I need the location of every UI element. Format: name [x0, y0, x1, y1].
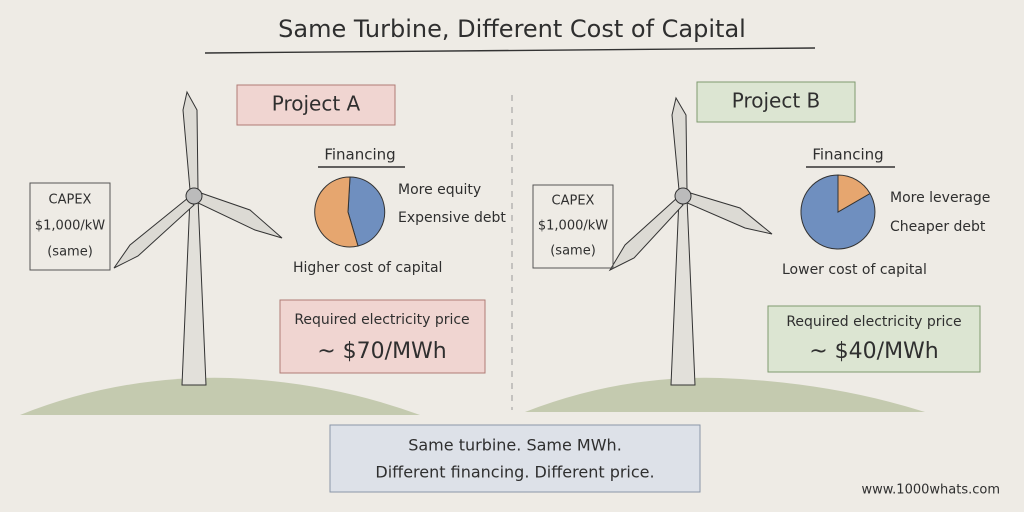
capex-text: CAPEX — [552, 194, 595, 209]
price: ~ $70/MWh — [317, 339, 447, 364]
financing-heading: Financing — [324, 146, 395, 164]
hub — [674, 187, 692, 205]
financing-note: Expensive debt — [398, 210, 506, 226]
pie-equity — [837, 174, 871, 213]
capex-text: (same) — [550, 244, 596, 259]
financing-note: Cheaper debt — [890, 219, 986, 235]
cost-of-capital: Lower cost of capital — [782, 262, 927, 278]
price-label: Required electricity price — [786, 314, 961, 330]
pie-debt — [347, 176, 386, 247]
price-box — [279, 299, 486, 374]
project-label: Project B — [732, 89, 821, 113]
label-box — [236, 84, 396, 126]
financing-note: More equity — [398, 182, 481, 198]
price-label: Required electricity price — [294, 312, 469, 328]
title: Same Turbine, Different Cost of Capital — [278, 15, 746, 43]
project-label: Project A — [272, 92, 361, 116]
pie-equity — [314, 176, 359, 248]
capex-text: (same) — [47, 245, 93, 260]
footer-line: Same turbine. Same MWh. — [408, 436, 622, 455]
financing-heading: Financing — [812, 146, 883, 164]
ground — [525, 377, 925, 412]
footer-box — [329, 424, 701, 493]
title-underline — [204, 47, 816, 54]
capex-text: CAPEX — [49, 193, 92, 208]
capex-text: $1,000/kW — [35, 219, 105, 234]
price: ~ $40/MWh — [809, 339, 939, 364]
project-a: Project A CAPEX $1,000/kW (same) Financi… — [20, 84, 506, 415]
cost-of-capital: Higher cost of capital — [293, 260, 442, 276]
capex-box — [29, 182, 111, 271]
capex-text: $1,000/kW — [538, 219, 608, 234]
label-box — [696, 81, 856, 123]
price-box — [767, 305, 981, 373]
ground — [20, 377, 420, 415]
financing-note: More leverage — [890, 190, 990, 206]
capex-box — [532, 184, 614, 269]
website: www.1000whats.com — [861, 483, 1000, 498]
footer-line: Different financing. Different price. — [375, 463, 654, 482]
hub — [185, 187, 203, 205]
project-b: Project B CAPEX $1,000/kW (same) Financi… — [525, 81, 990, 412]
